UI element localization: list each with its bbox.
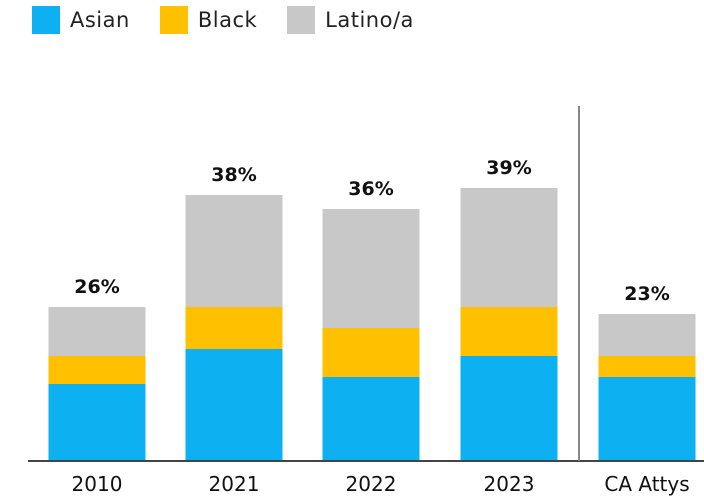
legend-item-latino: Latino/a	[287, 6, 414, 34]
total-label-ca-attys: 23%	[624, 283, 669, 305]
category-label-ca-attys: CA Attys	[604, 472, 689, 496]
legend-swatch-black	[159, 6, 188, 34]
category-label-2022: 2022	[346, 472, 397, 496]
category-label-2021: 2021	[209, 472, 260, 496]
bar-2010-latino-a	[48, 307, 146, 356]
category-label-2023: 2023	[484, 472, 535, 496]
legend-swatch-latino	[287, 6, 316, 34]
bar-ca-attys-black	[598, 356, 696, 377]
total-label-2010: 26%	[74, 276, 119, 298]
bar-2010-black	[48, 356, 146, 384]
bar-2022-black	[322, 328, 420, 377]
legend-label-black: Black	[197, 8, 258, 32]
legend: Asian Black Latino/a	[32, 6, 414, 34]
bar-2021-latino-a	[185, 195, 283, 307]
legend-item-asian: Asian	[32, 6, 130, 34]
bar-ca-attys-asian	[598, 377, 696, 461]
bar-2023-asian	[460, 356, 558, 461]
legend-label-asian: Asian	[70, 8, 130, 32]
bar-2022-latino-a	[322, 209, 420, 328]
bar-2022-asian	[322, 377, 420, 461]
bar-2010-asian	[48, 384, 146, 461]
bar-2021-asian	[185, 349, 283, 461]
category-label-2010: 2010	[72, 472, 123, 496]
total-label-2023: 39%	[486, 157, 531, 179]
bar-2021-black	[185, 307, 283, 349]
total-label-2022: 36%	[348, 178, 393, 200]
bar-ca-attys-latino-a	[598, 314, 696, 356]
legend-item-black: Black	[159, 6, 258, 34]
legend-label-latino: Latino/a	[325, 8, 414, 32]
bar-2023-latino-a	[460, 188, 558, 307]
legend-swatch-asian	[32, 6, 60, 34]
bar-2023-black	[460, 307, 558, 356]
total-label-2021: 38%	[211, 164, 256, 186]
